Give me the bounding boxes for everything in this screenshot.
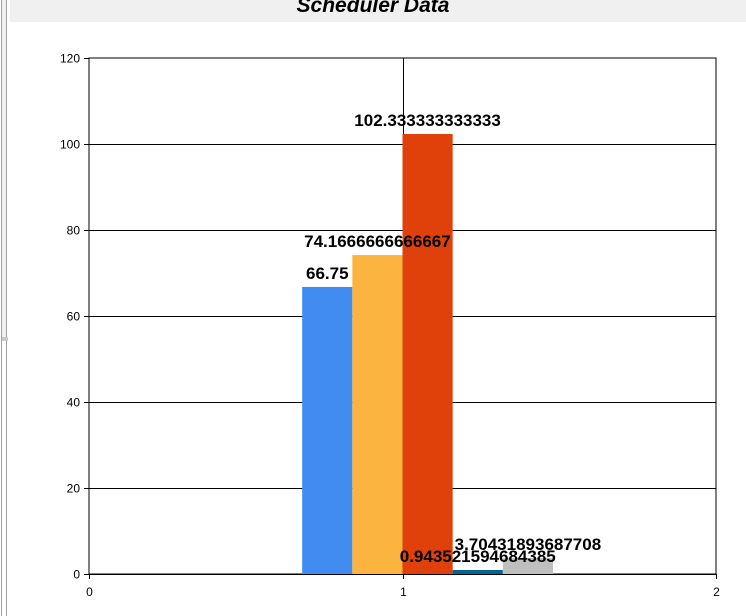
y-tick-label: 20	[67, 482, 81, 496]
y-tick-label: 40	[67, 396, 81, 410]
bar	[302, 286, 353, 574]
y-tick-label: 100	[60, 138, 80, 152]
x-tick-label: 1	[400, 585, 407, 599]
data-label: 102.333333333333	[354, 111, 501, 130]
y-tick-label: 120	[60, 52, 80, 66]
y-tick-label: 0	[73, 568, 80, 582]
bar	[402, 133, 453, 574]
x-tick-label: 0	[86, 585, 93, 599]
data-label: 3.70431893687708	[455, 535, 602, 554]
title-bar	[10, 0, 746, 22]
bar	[352, 255, 403, 575]
data-label: 0.943521594684385	[400, 547, 556, 566]
chart-title: Scheduler Data	[296, 0, 450, 17]
left-panel-edge	[0, 0, 10, 616]
x-tick-label: 2	[713, 585, 720, 599]
data-label: 74.1666666666667	[304, 232, 451, 251]
y-tick-label: 80	[67, 224, 81, 238]
data-label: 66.75	[306, 264, 349, 283]
bar	[502, 558, 553, 574]
bar	[452, 569, 503, 574]
y-tick-label: 60	[67, 310, 81, 324]
